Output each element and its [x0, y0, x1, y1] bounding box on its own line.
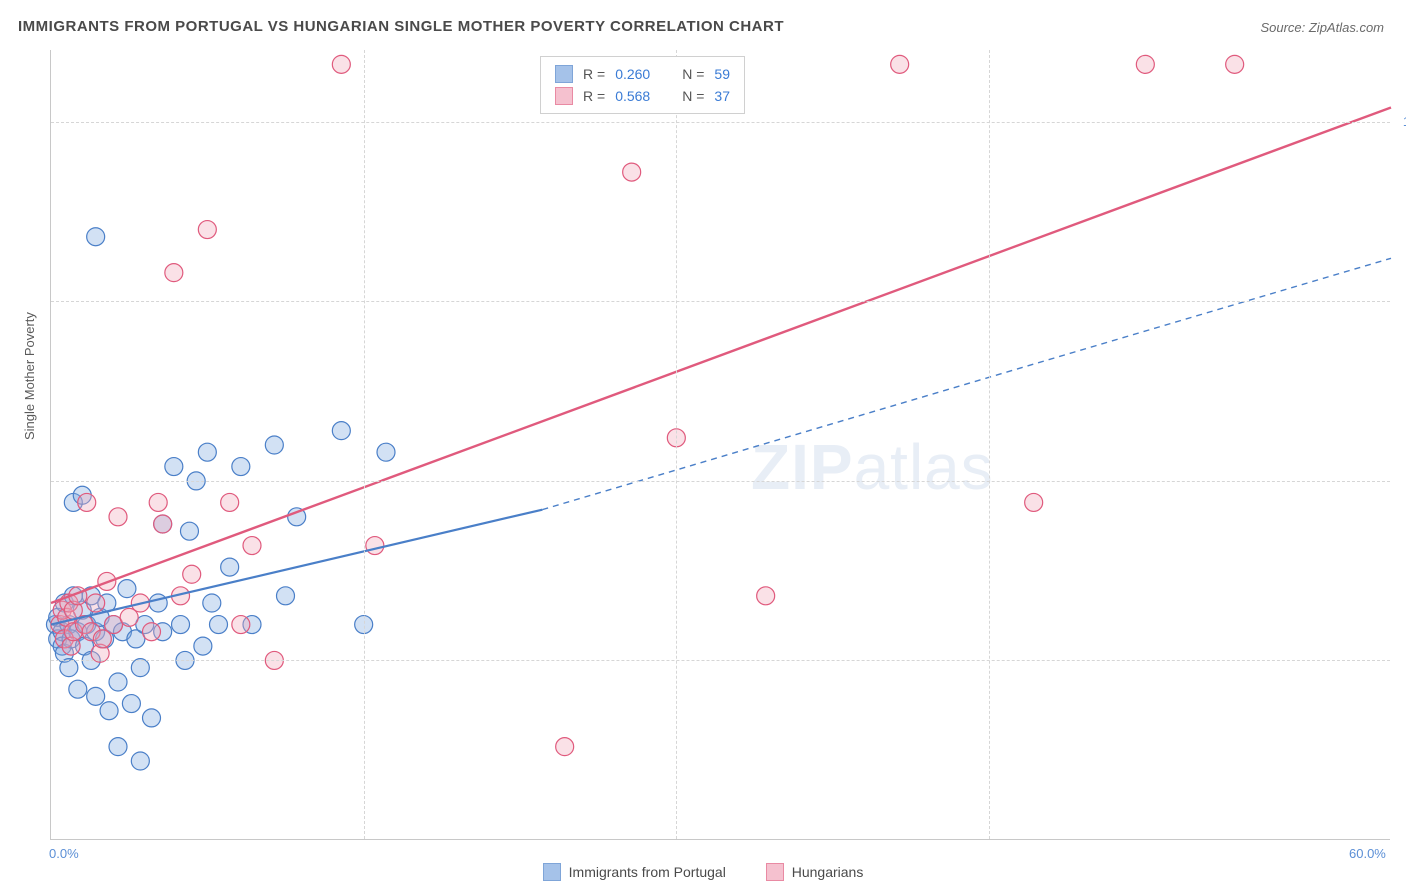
legend-label-hungarians: Hungarians: [792, 864, 864, 880]
legend-stats: R = 0.260 N = 59 R = 0.568 N = 37: [540, 56, 745, 114]
scatter-point-portugal: [109, 738, 127, 756]
chart-title: IMMIGRANTS FROM PORTUGAL VS HUNGARIAN SI…: [18, 18, 784, 35]
trendline-hungarians: [51, 107, 1391, 603]
scatter-point-portugal: [180, 522, 198, 540]
swatch-hungarians: [555, 87, 573, 105]
scatter-point-portugal: [194, 637, 212, 655]
legend-stats-row-portugal: R = 0.260 N = 59: [555, 63, 730, 85]
legend-item-hungarians: Hungarians: [766, 863, 864, 881]
scatter-point-portugal: [143, 709, 161, 727]
scatter-point-portugal: [122, 695, 140, 713]
gridline-h: [51, 481, 1390, 482]
r-label: R =: [583, 66, 605, 82]
legend-item-portugal: Immigrants from Portugal: [543, 863, 726, 881]
scatter-point-hungarians: [198, 221, 216, 239]
legend-stats-row-hungarians: R = 0.568 N = 37: [555, 85, 730, 107]
r-value-hungarians: 0.568: [615, 88, 650, 104]
scatter-point-hungarians: [623, 163, 641, 181]
scatter-point-portugal: [332, 422, 350, 440]
scatter-point-portugal: [131, 752, 149, 770]
gridline-v: [676, 50, 677, 839]
gridline-h: [51, 122, 1390, 123]
gridline-h: [51, 301, 1390, 302]
y-tick-label: 25.0%: [1397, 652, 1406, 667]
swatch-portugal: [555, 65, 573, 83]
legend-bottom: Immigrants from Portugal Hungarians: [0, 863, 1406, 884]
gridline-h: [51, 660, 1390, 661]
trendline-dashed-portugal: [542, 258, 1391, 509]
scatter-point-hungarians: [757, 587, 775, 605]
y-tick-label: 75.0%: [1397, 293, 1406, 308]
r-label: R =: [583, 88, 605, 104]
scatter-point-hungarians: [149, 493, 167, 511]
scatter-point-hungarians: [165, 264, 183, 282]
scatter-point-hungarians: [154, 515, 172, 533]
scatter-point-portugal: [377, 443, 395, 461]
scatter-point-portugal: [87, 687, 105, 705]
trendline-portugal: [51, 510, 542, 625]
scatter-point-hungarians: [243, 537, 261, 555]
legend-label-portugal: Immigrants from Portugal: [569, 864, 726, 880]
scatter-point-portugal: [165, 458, 183, 476]
scatter-point-portugal: [172, 616, 190, 634]
plot-area: ZIPatlas 25.0%50.0%75.0%100.0%0.0%60.0%: [50, 50, 1390, 840]
n-label: N =: [682, 88, 704, 104]
scatter-point-portugal: [265, 436, 283, 454]
scatter-point-hungarians: [232, 616, 250, 634]
scatter-point-portugal: [221, 558, 239, 576]
scatter-point-portugal: [118, 580, 136, 598]
chart-svg: [51, 50, 1390, 839]
scatter-point-hungarians: [109, 508, 127, 526]
scatter-point-hungarians: [1136, 55, 1154, 73]
scatter-point-portugal: [109, 673, 127, 691]
x-tick-label: 60.0%: [1349, 846, 1386, 861]
scatter-point-hungarians: [1226, 55, 1244, 73]
scatter-point-hungarians: [78, 493, 96, 511]
n-value-portugal: 59: [714, 66, 730, 82]
source-label: Source: ZipAtlas.com: [1260, 20, 1384, 35]
r-value-portugal: 0.260: [615, 66, 650, 82]
scatter-point-hungarians: [1025, 493, 1043, 511]
scatter-point-hungarians: [183, 565, 201, 583]
scatter-point-portugal: [100, 702, 118, 720]
x-tick-label: 0.0%: [49, 846, 79, 861]
scatter-point-hungarians: [332, 55, 350, 73]
scatter-point-portugal: [210, 616, 228, 634]
scatter-point-portugal: [232, 458, 250, 476]
scatter-point-hungarians: [556, 738, 574, 756]
y-axis-label: Single Mother Poverty: [22, 312, 37, 440]
gridline-v: [989, 50, 990, 839]
scatter-point-portugal: [198, 443, 216, 461]
scatter-point-hungarians: [221, 493, 239, 511]
n-label: N =: [682, 66, 704, 82]
scatter-point-hungarians: [891, 55, 909, 73]
scatter-point-hungarians: [87, 594, 105, 612]
swatch-hungarians-icon: [766, 863, 784, 881]
scatter-point-portugal: [87, 228, 105, 246]
scatter-point-hungarians: [366, 537, 384, 555]
n-value-hungarians: 37: [714, 88, 730, 104]
scatter-point-portugal: [277, 587, 295, 605]
scatter-point-portugal: [149, 594, 167, 612]
y-tick-label: 100.0%: [1397, 114, 1406, 129]
scatter-point-portugal: [203, 594, 221, 612]
y-tick-label: 50.0%: [1397, 473, 1406, 488]
gridline-v: [364, 50, 365, 839]
scatter-point-hungarians: [143, 623, 161, 641]
scatter-point-portugal: [69, 680, 87, 698]
swatch-portugal-icon: [543, 863, 561, 881]
